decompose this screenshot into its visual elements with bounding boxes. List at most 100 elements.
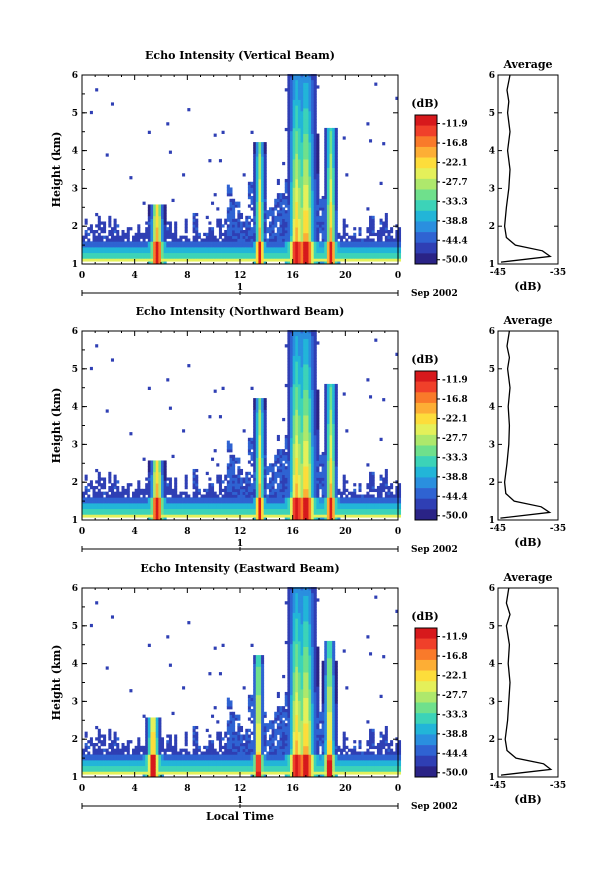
heatmap-cell [392,258,396,262]
heatmap-cell [311,471,315,476]
heatmap-cell [229,229,233,234]
heatmap-cell [258,400,262,405]
heatmap-cell [292,190,296,194]
heatmap-cell [295,440,299,444]
heatmap-cell [303,375,307,379]
heatmap-cell [292,91,296,95]
heatmap-cell [240,224,244,228]
heatmap-cell [295,432,299,436]
heatmap-cell [287,82,291,86]
heatmap-cell [87,227,91,231]
heatmap-cell [240,497,244,501]
heatmap-cell [134,255,138,259]
heatmap-cell [292,355,296,359]
heatmap-cell [232,471,236,476]
heatmap-cell [134,514,138,518]
heatmap-cell [216,477,220,481]
heatmap-cell [305,105,309,109]
heatmap-cell [313,201,317,205]
heatmap-cell [297,364,301,368]
heatmap-cell [139,502,143,507]
heatmap-cell [353,241,357,245]
heatmap-cell [134,246,138,251]
heatmap-cell [305,395,309,399]
heatmap-cell [326,474,330,478]
heatmap-cell [153,261,157,265]
heatmap-cell [266,227,270,231]
heatmap-cell [305,130,309,134]
heatmap-cell [153,477,157,481]
heatmap-cell [292,215,296,220]
heatmap-cell [316,500,320,504]
heatmap-cell [308,446,312,450]
heatmap-cell [240,235,244,239]
heatmap-cell [332,212,336,217]
heatmap-cell [305,255,309,259]
heatmap-cell [200,238,204,242]
heatmap-cell [137,244,141,248]
heatmap-cell [313,210,317,214]
heatmap-cell [150,207,154,211]
heatmap-cell [313,79,317,83]
heatmap-cell [305,136,309,140]
heatmap-cell [211,508,215,512]
heatmap-cell [282,497,286,501]
heatmap-cell [271,505,275,510]
heatmap-cell [205,255,209,259]
heatmap-cell [168,508,172,512]
heatmap-cell [334,153,338,157]
heatmap-cell [311,369,315,373]
heatmap-cell [324,224,328,228]
heatmap-cell [292,449,296,453]
heatmap-cell [261,218,265,222]
heatmap-cell [284,204,288,208]
heatmap-cell [237,471,241,476]
heatmap-cell [250,229,254,234]
heatmap-cell [158,258,162,262]
heatmap-cell [161,497,165,501]
heatmap-cell [308,91,312,95]
heatmap-cell [245,480,249,484]
heatmap-cell [303,153,307,157]
heatmap-cell [292,150,296,154]
heatmap-cell [287,74,291,78]
heatmap-cell [300,122,304,126]
heatmap-cell [268,212,272,217]
heatmap-cell [300,238,304,242]
heatmap-cell [253,497,257,501]
heatmap-cell [297,375,301,379]
heatmap-cell [126,514,130,518]
heatmap-cell [300,480,304,484]
heatmap-cell [150,215,154,220]
heatmap-cell [232,232,236,237]
heatmap-cell [319,215,323,220]
heatmap-cell [171,508,175,512]
heatmap-cell [179,258,183,262]
heatmap-cell [358,227,362,231]
heatmap-cell [224,508,228,512]
heatmap-cell [342,255,346,259]
heatmap-cell [187,508,191,512]
heatmap-cell [284,517,288,521]
heatmap-cell [129,227,133,231]
heatmap-cell [168,514,172,518]
heatmap-cell [247,195,251,200]
heatmap-cell [332,244,336,248]
heatmap-cell [226,505,230,510]
heatmap-cell [147,505,151,510]
heatmap-cell [308,437,312,442]
heatmap-cell [168,150,172,154]
heatmap-cell [313,463,317,467]
heatmap-cell [324,508,328,512]
heatmap-cell [395,241,399,245]
heatmap-cell [108,505,112,510]
heatmap-cell [308,483,312,487]
heatmap-cell [113,502,117,507]
heatmap-cell [110,508,114,512]
heatmap-cell [297,514,301,518]
heatmap-cell [218,224,222,228]
heatmap-cell [295,335,299,339]
heatmap-cell [155,468,159,473]
heatmap-cell [142,235,146,239]
heatmap-cell [221,255,225,259]
